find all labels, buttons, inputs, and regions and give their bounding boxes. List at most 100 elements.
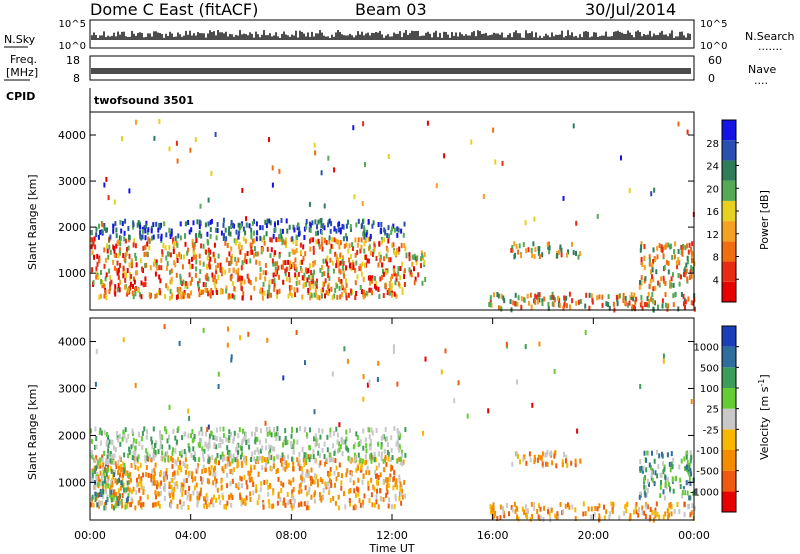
echo-cell bbox=[173, 474, 176, 480]
echo-cell bbox=[107, 467, 109, 473]
echo-cell bbox=[124, 252, 127, 258]
echo-cell bbox=[625, 508, 628, 514]
echo-cell bbox=[123, 236, 126, 242]
echo-cell bbox=[313, 142, 316, 148]
echo-cell bbox=[138, 487, 141, 493]
echo-cell bbox=[369, 438, 372, 444]
echo-cell bbox=[130, 502, 133, 508]
echo-cell bbox=[93, 254, 95, 260]
echo-cell bbox=[684, 299, 687, 305]
echo-cell bbox=[393, 426, 396, 432]
echo-cell bbox=[677, 273, 680, 278]
echo-cell bbox=[154, 452, 157, 458]
echo-cell bbox=[94, 444, 96, 450]
echo-cell bbox=[371, 278, 374, 284]
echo-cell bbox=[153, 258, 156, 264]
echo-cell bbox=[569, 304, 571, 310]
echo-cell bbox=[262, 504, 265, 510]
echo-cell bbox=[530, 501, 533, 507]
echo-cell bbox=[130, 463, 133, 468]
colorbar-segment bbox=[722, 326, 736, 347]
echo-cell bbox=[112, 223, 115, 229]
echo-cell bbox=[550, 450, 553, 456]
echo-cell bbox=[92, 280, 95, 286]
echo-cell bbox=[100, 490, 103, 496]
echo-cell bbox=[227, 230, 230, 236]
echo-cell bbox=[537, 250, 540, 256]
echo-cell bbox=[325, 258, 328, 264]
echo-cell bbox=[189, 496, 192, 502]
echo-cell bbox=[271, 182, 274, 188]
echo-cell bbox=[251, 238, 254, 244]
echo-cell bbox=[229, 469, 232, 475]
echo-cell bbox=[635, 509, 638, 515]
echo-cell bbox=[96, 502, 99, 508]
echo-cell bbox=[237, 222, 240, 228]
echo-cell bbox=[310, 274, 313, 280]
echo-cell bbox=[516, 301, 519, 307]
echo-cell bbox=[173, 241, 175, 247]
echo-cell bbox=[522, 456, 525, 462]
echo-cell bbox=[646, 296, 649, 302]
echo-cell bbox=[172, 429, 175, 434]
echo-cell bbox=[101, 283, 104, 289]
echo-cell bbox=[605, 301, 608, 307]
echo-cell bbox=[530, 304, 533, 310]
echo-cell bbox=[334, 500, 337, 506]
echo-cell bbox=[251, 220, 254, 226]
echo-cell bbox=[91, 494, 94, 500]
echo-cell bbox=[377, 262, 380, 268]
echo-cell bbox=[312, 273, 315, 279]
echo-cell bbox=[170, 279, 173, 285]
echo-cell bbox=[168, 146, 171, 152]
echo-cell bbox=[523, 297, 526, 303]
echo-cell bbox=[228, 461, 231, 467]
echo-cell bbox=[317, 230, 319, 236]
echo-cell bbox=[293, 498, 296, 504]
echo-cell bbox=[342, 268, 345, 274]
echo-cell bbox=[288, 272, 290, 277]
echo-cell bbox=[313, 292, 316, 298]
echo-cell bbox=[650, 470, 653, 476]
echo-cell bbox=[322, 258, 325, 264]
echo-cell bbox=[124, 284, 126, 290]
echo-cell bbox=[316, 294, 319, 300]
echo-cell bbox=[288, 251, 291, 257]
echo-cell bbox=[202, 282, 205, 287]
echo-cell bbox=[172, 237, 175, 243]
velocity-colorbar-unit-exp: -1 bbox=[757, 379, 766, 387]
echo-cell bbox=[97, 477, 100, 483]
echo-cell bbox=[124, 277, 127, 283]
echo-cell bbox=[272, 261, 275, 267]
echo-cell bbox=[111, 439, 114, 445]
echo-cell bbox=[309, 238, 311, 244]
echo-cell bbox=[689, 269, 692, 275]
echo-cell bbox=[368, 427, 371, 433]
echo-cell bbox=[132, 294, 135, 300]
echo-cell bbox=[365, 459, 368, 465]
echo-cell bbox=[533, 216, 536, 222]
echo-cell bbox=[145, 448, 148, 454]
echo-cell bbox=[385, 461, 388, 467]
echo-cell bbox=[360, 244, 363, 250]
echo-cell bbox=[240, 441, 243, 447]
echo-cell bbox=[531, 253, 534, 258]
echo-cell bbox=[127, 245, 130, 251]
echo-cell bbox=[113, 199, 116, 205]
echo-cell bbox=[269, 483, 272, 489]
echo-cell bbox=[208, 469, 211, 475]
echo-cell bbox=[651, 274, 653, 280]
echo-cell bbox=[643, 244, 646, 250]
echo-cell bbox=[104, 257, 107, 263]
echo-cell bbox=[347, 455, 350, 461]
echo-cell bbox=[98, 492, 101, 498]
echo-cell bbox=[237, 257, 240, 263]
echo-cell bbox=[680, 274, 682, 280]
echo-cell bbox=[218, 460, 220, 466]
echo-cell bbox=[594, 506, 597, 511]
echo-cell bbox=[426, 120, 429, 126]
echo-cell bbox=[559, 502, 562, 507]
echo-cell bbox=[640, 300, 643, 306]
echo-cell bbox=[423, 252, 426, 258]
echo-cell bbox=[359, 502, 362, 508]
